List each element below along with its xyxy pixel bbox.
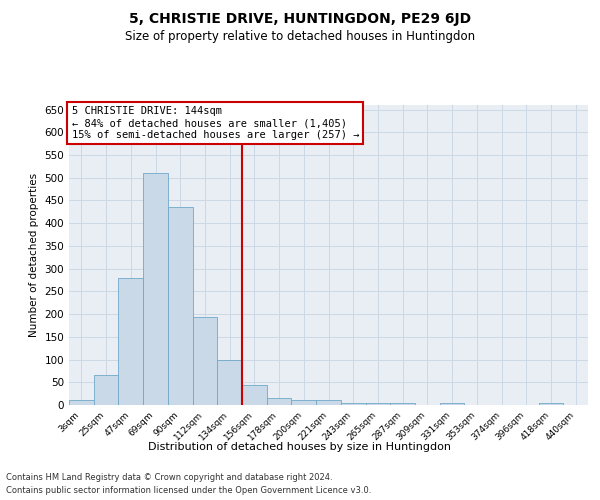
Bar [365,402,390,405]
Bar [94,376,118,405]
Bar [440,402,464,405]
Bar [242,384,267,405]
Y-axis label: Number of detached properties: Number of detached properties [29,173,39,337]
Bar [390,402,415,405]
Text: Contains public sector information licensed under the Open Government Licence v3: Contains public sector information licen… [6,486,371,495]
Text: 5 CHRISTIE DRIVE: 144sqm
← 84% of detached houses are smaller (1,405)
15% of sem: 5 CHRISTIE DRIVE: 144sqm ← 84% of detach… [71,106,359,140]
Bar [341,402,365,405]
Bar [539,402,563,405]
Bar [292,400,316,405]
Bar [193,318,217,405]
Bar [267,398,292,405]
Text: Size of property relative to detached houses in Huntingdon: Size of property relative to detached ho… [125,30,475,43]
Bar [118,278,143,405]
Text: Distribution of detached houses by size in Huntingdon: Distribution of detached houses by size … [149,442,452,452]
Bar [69,400,94,405]
Text: 5, CHRISTIE DRIVE, HUNTINGDON, PE29 6JD: 5, CHRISTIE DRIVE, HUNTINGDON, PE29 6JD [129,12,471,26]
Text: Contains HM Land Registry data © Crown copyright and database right 2024.: Contains HM Land Registry data © Crown c… [6,472,332,482]
Bar [316,400,341,405]
Bar [143,173,168,405]
Bar [217,360,242,405]
Bar [168,208,193,405]
